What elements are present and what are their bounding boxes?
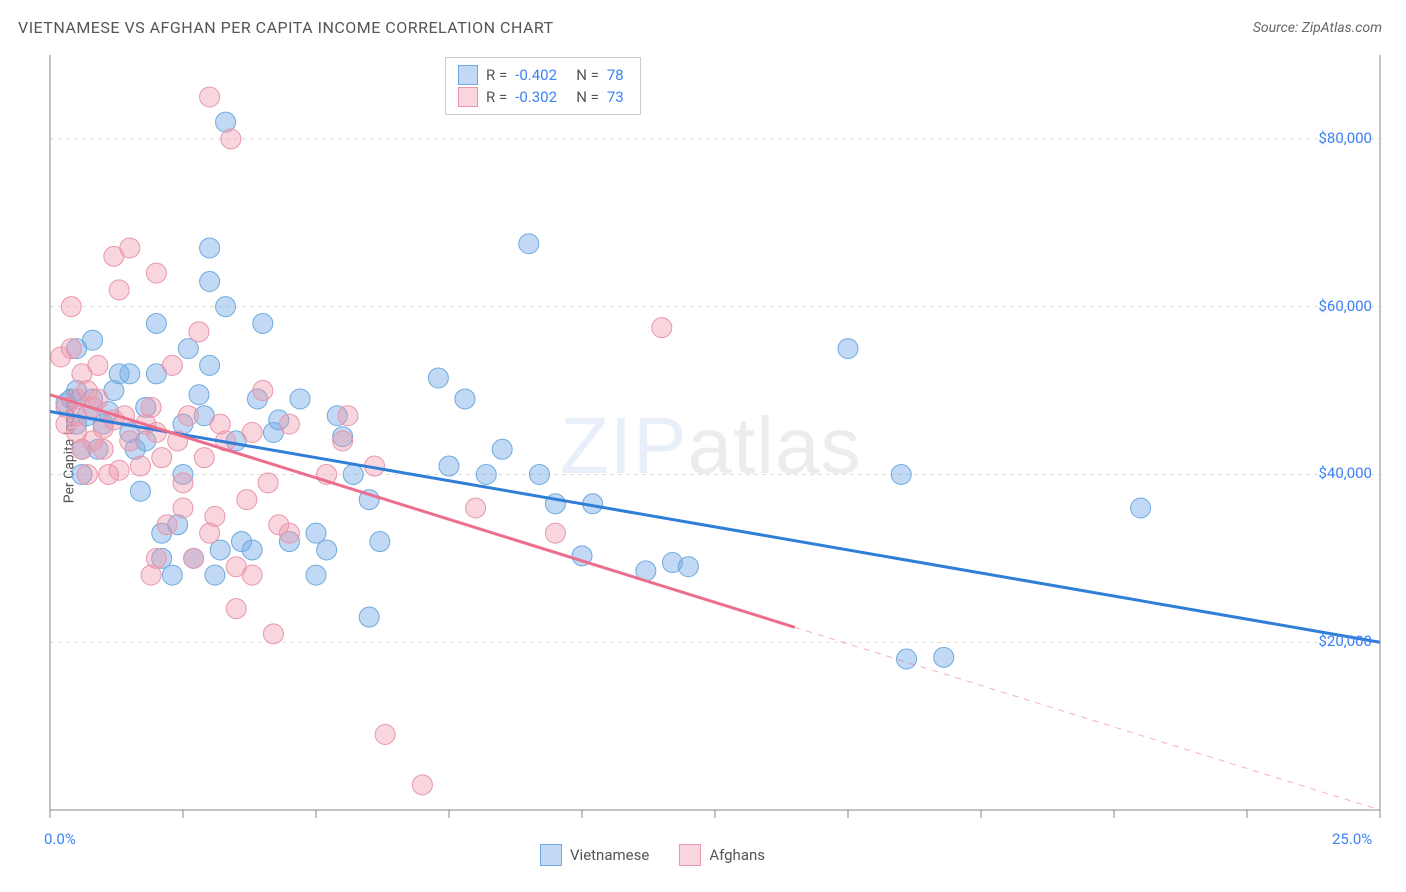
y-tick-label: $80,000	[1300, 129, 1372, 147]
legend-swatch	[540, 844, 562, 866]
x-axis-max-label: 25.0%	[1332, 830, 1372, 848]
y-tick-label: $60,000	[1300, 297, 1372, 315]
legend-label: Afghans	[709, 846, 765, 864]
x-axis-min-label: 0.0%	[44, 830, 76, 848]
y-tick-label: $40,000	[1300, 464, 1372, 482]
stats-legend-row: R = -0.302 N = 73	[458, 86, 624, 108]
legend-swatch	[458, 87, 478, 107]
correlation-chart: VIETNAMESE VS AFGHAN PER CAPITA INCOME C…	[0, 0, 1406, 892]
legend-item: Afghans	[679, 844, 765, 866]
series-legend: Vietnamese Afghans	[540, 844, 765, 866]
legend-swatch	[679, 844, 701, 866]
legend-swatch	[458, 65, 478, 85]
y-tick-label: $20,000	[1300, 632, 1372, 650]
stats-legend-row: R = -0.402 N = 78	[458, 64, 624, 86]
legend-label: Vietnamese	[570, 846, 649, 864]
legend-item: Vietnamese	[540, 844, 649, 866]
stats-legend: R = -0.402 N = 78 R = -0.302 N = 73	[445, 57, 641, 115]
chart-svg	[0, 0, 1406, 892]
